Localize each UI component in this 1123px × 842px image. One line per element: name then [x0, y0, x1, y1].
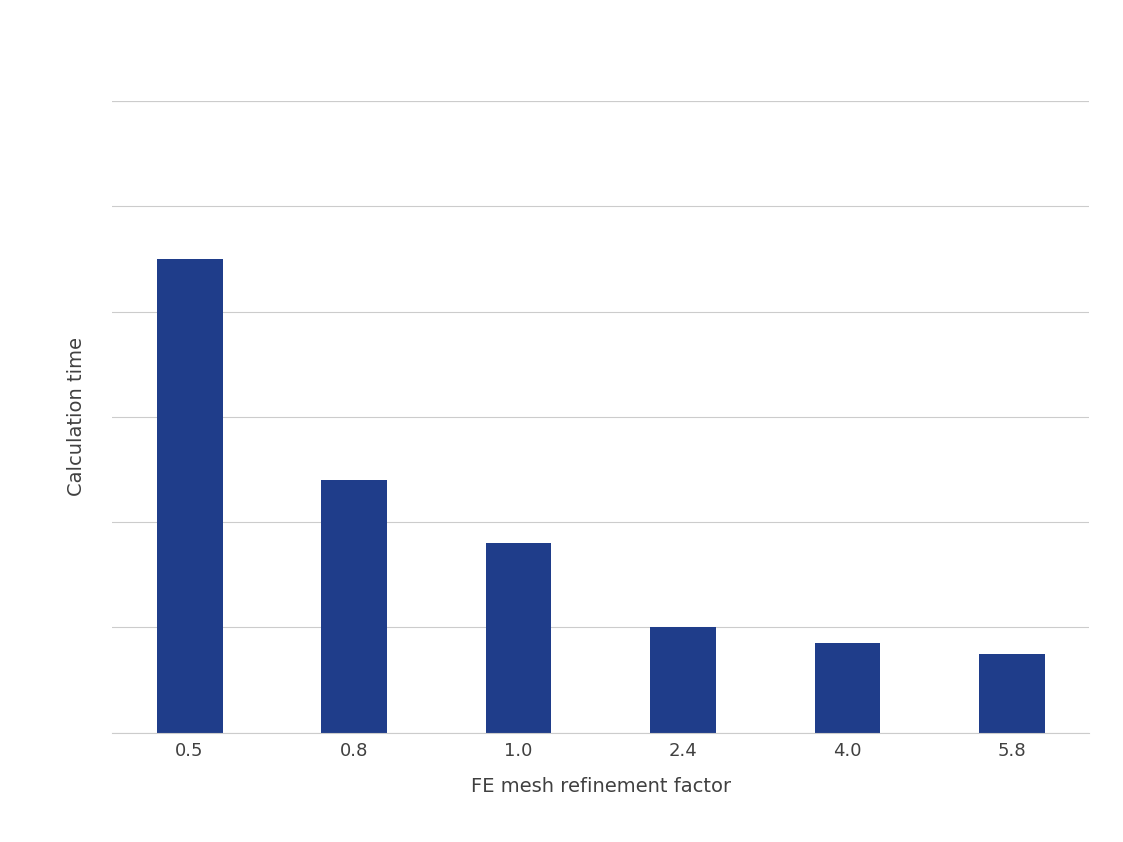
Bar — [650, 627, 716, 733]
Bar — [814, 643, 880, 733]
Y-axis label: Calculation time: Calculation time — [67, 338, 86, 496]
Bar — [485, 543, 551, 733]
Bar — [157, 258, 222, 733]
X-axis label: FE mesh refinement factor: FE mesh refinement factor — [471, 777, 731, 796]
Bar — [321, 480, 387, 733]
Bar — [979, 653, 1044, 733]
